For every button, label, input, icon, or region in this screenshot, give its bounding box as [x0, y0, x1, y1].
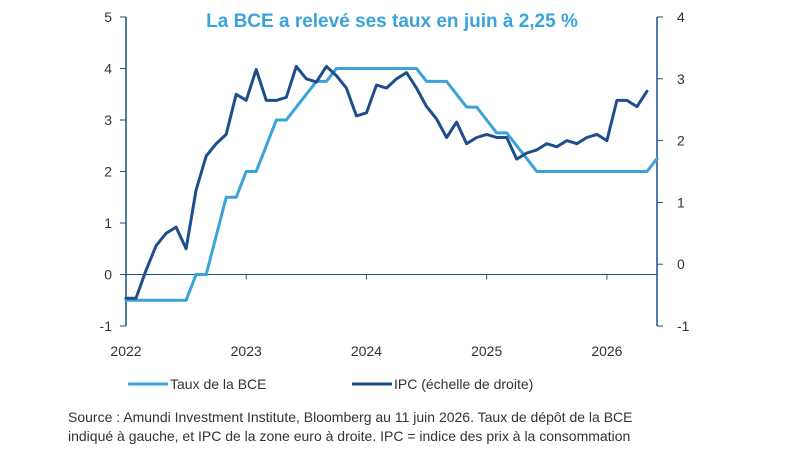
right-tick-label: 0 [677, 256, 685, 272]
left-tick-label: 4 [104, 61, 112, 77]
x-tick-label: 2023 [231, 343, 262, 359]
legend: Taux de la BCE IPC (échelle de droite) [128, 376, 533, 392]
series-lines [124, 64, 659, 302]
left-tick-label: 0 [104, 267, 112, 283]
right-tick-label: -1 [677, 318, 690, 334]
right-tick-label: 1 [677, 194, 685, 210]
left-tick-label: 1 [104, 215, 112, 231]
source-note: Source : Amundi Investment Institute, Bl… [68, 408, 788, 446]
chart-title: La BCE a relevé ses taux en juin à 2,25 … [206, 11, 578, 32]
legend-label-taux-bce: Taux de la BCE [170, 376, 267, 392]
x-tick-label: 2024 [351, 343, 382, 359]
left-tick-label: 3 [104, 112, 112, 128]
left-tick-label: 2 [104, 164, 112, 180]
left-tick-label: 5 [104, 9, 112, 25]
source-line-1: Source : Amundi Investment Institute, Bl… [68, 409, 633, 425]
right-tick-label: 4 [677, 9, 685, 25]
source-line-2: indiqué à gauche, et IPC de la zone euro… [68, 428, 631, 444]
series-line-ipc [124, 64, 649, 300]
right-tick-label: 3 [677, 71, 685, 87]
x-tick-label: 2022 [110, 343, 141, 359]
axes: 5 4 3 2 1 0 -1 4 3 2 1 0 -1 2022 2023 2024 2025 2026 [100, 9, 690, 359]
x-tick-label: 2025 [471, 343, 502, 359]
legend-label-ipc: IPC (échelle de droite) [394, 376, 533, 392]
x-tick-label: 2026 [591, 343, 622, 359]
left-tick-label: -1 [100, 318, 113, 334]
right-tick-label: 2 [677, 133, 685, 149]
series-line-taux-bce [124, 67, 659, 302]
